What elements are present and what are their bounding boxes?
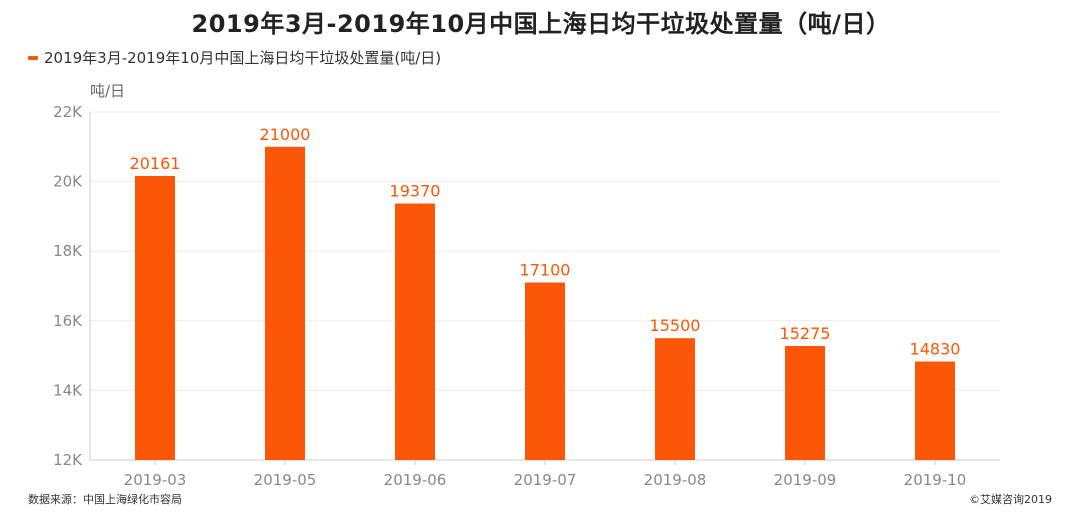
bar[interactable] bbox=[655, 338, 695, 460]
data-label: 19370 bbox=[390, 182, 441, 201]
source-note: 数据来源：中国上海绿化市容局 bbox=[28, 493, 182, 506]
y-tick-label: 16K bbox=[53, 312, 83, 330]
axes: 12K 14K 16K 18K 20K 22K 2019-03 2019-05 2019-06 2… bbox=[53, 103, 1000, 489]
data-label: 20161 bbox=[130, 154, 181, 173]
bar[interactable] bbox=[395, 203, 435, 461]
x-tick-label: 2019-05 bbox=[254, 471, 317, 489]
y-tick-label: 22K bbox=[53, 103, 83, 121]
chart-title: 2019年3月-2019年10月中国上海日均干垃圾处置量（吨/日） bbox=[191, 10, 891, 38]
x-tick-label: 2019-08 bbox=[644, 471, 707, 489]
x-tick-label: 2019-10 bbox=[904, 471, 967, 489]
legend: 2019年3月-2019年10月中国上海日均干垃圾处置量(吨/日) bbox=[28, 47, 441, 68]
legend-swatch bbox=[28, 55, 38, 60]
bar[interactable] bbox=[785, 346, 825, 460]
bar[interactable] bbox=[525, 282, 565, 460]
y-axis-unit-label: 吨/日 bbox=[90, 82, 126, 100]
legend-label: 2019年3月-2019年10月中国上海日均干垃圾处置量(吨/日) bbox=[44, 49, 442, 67]
data-label: 17100 bbox=[520, 261, 571, 280]
x-tick-label: 2019-03 bbox=[124, 471, 187, 489]
grid-lines bbox=[90, 111, 1000, 391]
y-tick-label: 14K bbox=[53, 381, 83, 399]
y-tick-label: 12K bbox=[53, 451, 83, 469]
data-label: 21000 bbox=[260, 125, 311, 144]
y-tick-label: 20K bbox=[53, 173, 83, 191]
bar[interactable] bbox=[915, 361, 955, 460]
data-label: 14830 bbox=[910, 340, 961, 359]
bar[interactable] bbox=[265, 146, 305, 461]
y-tick-label: 18K bbox=[53, 242, 83, 260]
x-tick-label: 2019-06 bbox=[384, 471, 447, 489]
bars bbox=[135, 146, 955, 461]
data-label: 15275 bbox=[780, 324, 831, 343]
copyright-note: ©艾媒咨询2019 bbox=[969, 493, 1052, 506]
bar[interactable] bbox=[135, 175, 175, 460]
x-tick-label: 2019-07 bbox=[514, 471, 577, 489]
data-label: 15500 bbox=[650, 316, 701, 335]
x-tick-label: 2019-09 bbox=[774, 471, 837, 489]
data-labels: 20161 21000 19370 17100 15500 15275 14830 bbox=[130, 125, 961, 359]
